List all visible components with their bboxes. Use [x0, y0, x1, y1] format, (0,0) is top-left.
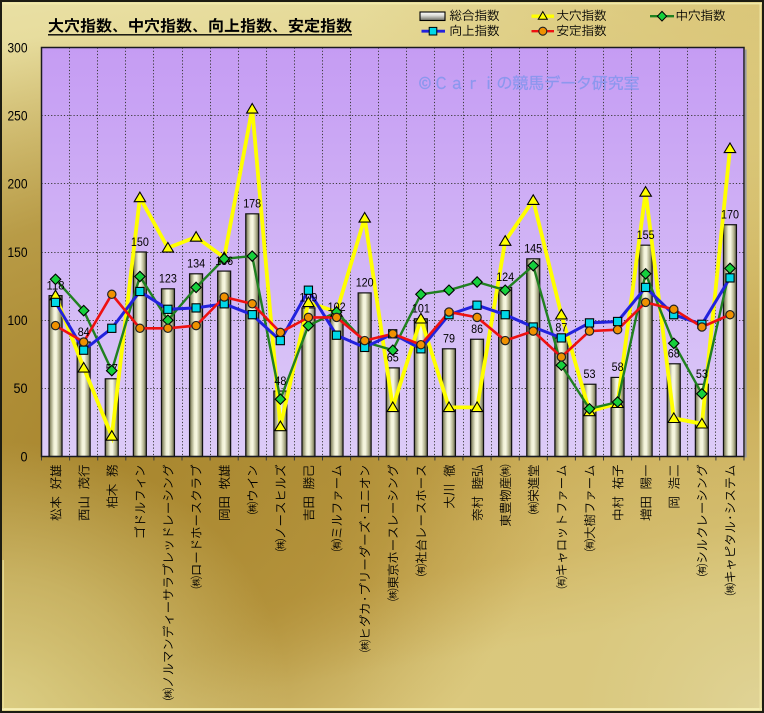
svg-text:0: 0 — [21, 449, 28, 464]
svg-text:86: 86 — [471, 322, 483, 336]
svg-text:155: 155 — [637, 228, 655, 242]
svg-text:65: 65 — [387, 351, 399, 365]
svg-text:68: 68 — [668, 347, 680, 361]
svg-text:124: 124 — [496, 270, 514, 284]
svg-text:87: 87 — [555, 321, 567, 335]
svg-text:53: 53 — [584, 367, 596, 381]
svg-text:145: 145 — [524, 242, 542, 256]
svg-text:200: 200 — [8, 177, 28, 192]
svg-text:53: 53 — [696, 367, 708, 381]
svg-text:48: 48 — [274, 374, 286, 388]
svg-text:100: 100 — [8, 313, 28, 328]
svg-text:250: 250 — [8, 109, 28, 124]
svg-text:170: 170 — [721, 208, 739, 222]
svg-text:79: 79 — [443, 332, 455, 346]
svg-text:150: 150 — [131, 235, 149, 249]
svg-text:150: 150 — [8, 245, 28, 260]
svg-text:58: 58 — [612, 360, 624, 374]
svg-text:84: 84 — [78, 325, 90, 339]
svg-text:120: 120 — [356, 276, 374, 290]
svg-text:118: 118 — [47, 278, 65, 292]
svg-text:50: 50 — [14, 381, 28, 396]
svg-text:178: 178 — [243, 197, 261, 211]
svg-text:134: 134 — [187, 257, 205, 271]
svg-text:300: 300 — [8, 40, 28, 55]
svg-text:101: 101 — [412, 302, 430, 316]
svg-text:123: 123 — [159, 272, 177, 286]
